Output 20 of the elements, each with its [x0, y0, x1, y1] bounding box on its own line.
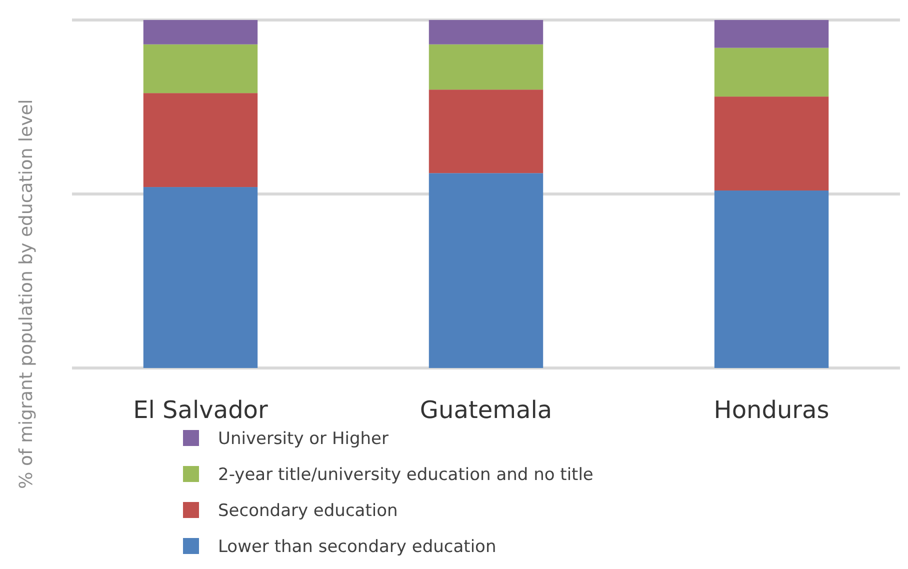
bar: [143, 20, 258, 44]
bar: [714, 190, 829, 368]
legend-label: University or Higher: [218, 429, 388, 449]
y-axis-title: % of migrant population by education level: [16, 99, 37, 489]
legend-label: Lower than secondary education: [218, 537, 496, 557]
bar: [428, 44, 544, 90]
bar: [714, 20, 829, 48]
x-tick-label: El Salvador: [133, 396, 268, 424]
bar: [428, 173, 544, 368]
legend-label: Secondary education: [218, 501, 398, 521]
bar: [143, 93, 258, 188]
x-tick-label: Guatemala: [420, 396, 552, 424]
bar: [143, 44, 258, 94]
x-tick-label: Honduras: [714, 396, 830, 424]
bar: [714, 48, 829, 97]
bar: [428, 90, 544, 174]
bar: [428, 20, 544, 44]
bar: [143, 187, 258, 368]
legend-label: 2-year title/university education and no title: [218, 465, 594, 485]
bar: [714, 96, 829, 191]
